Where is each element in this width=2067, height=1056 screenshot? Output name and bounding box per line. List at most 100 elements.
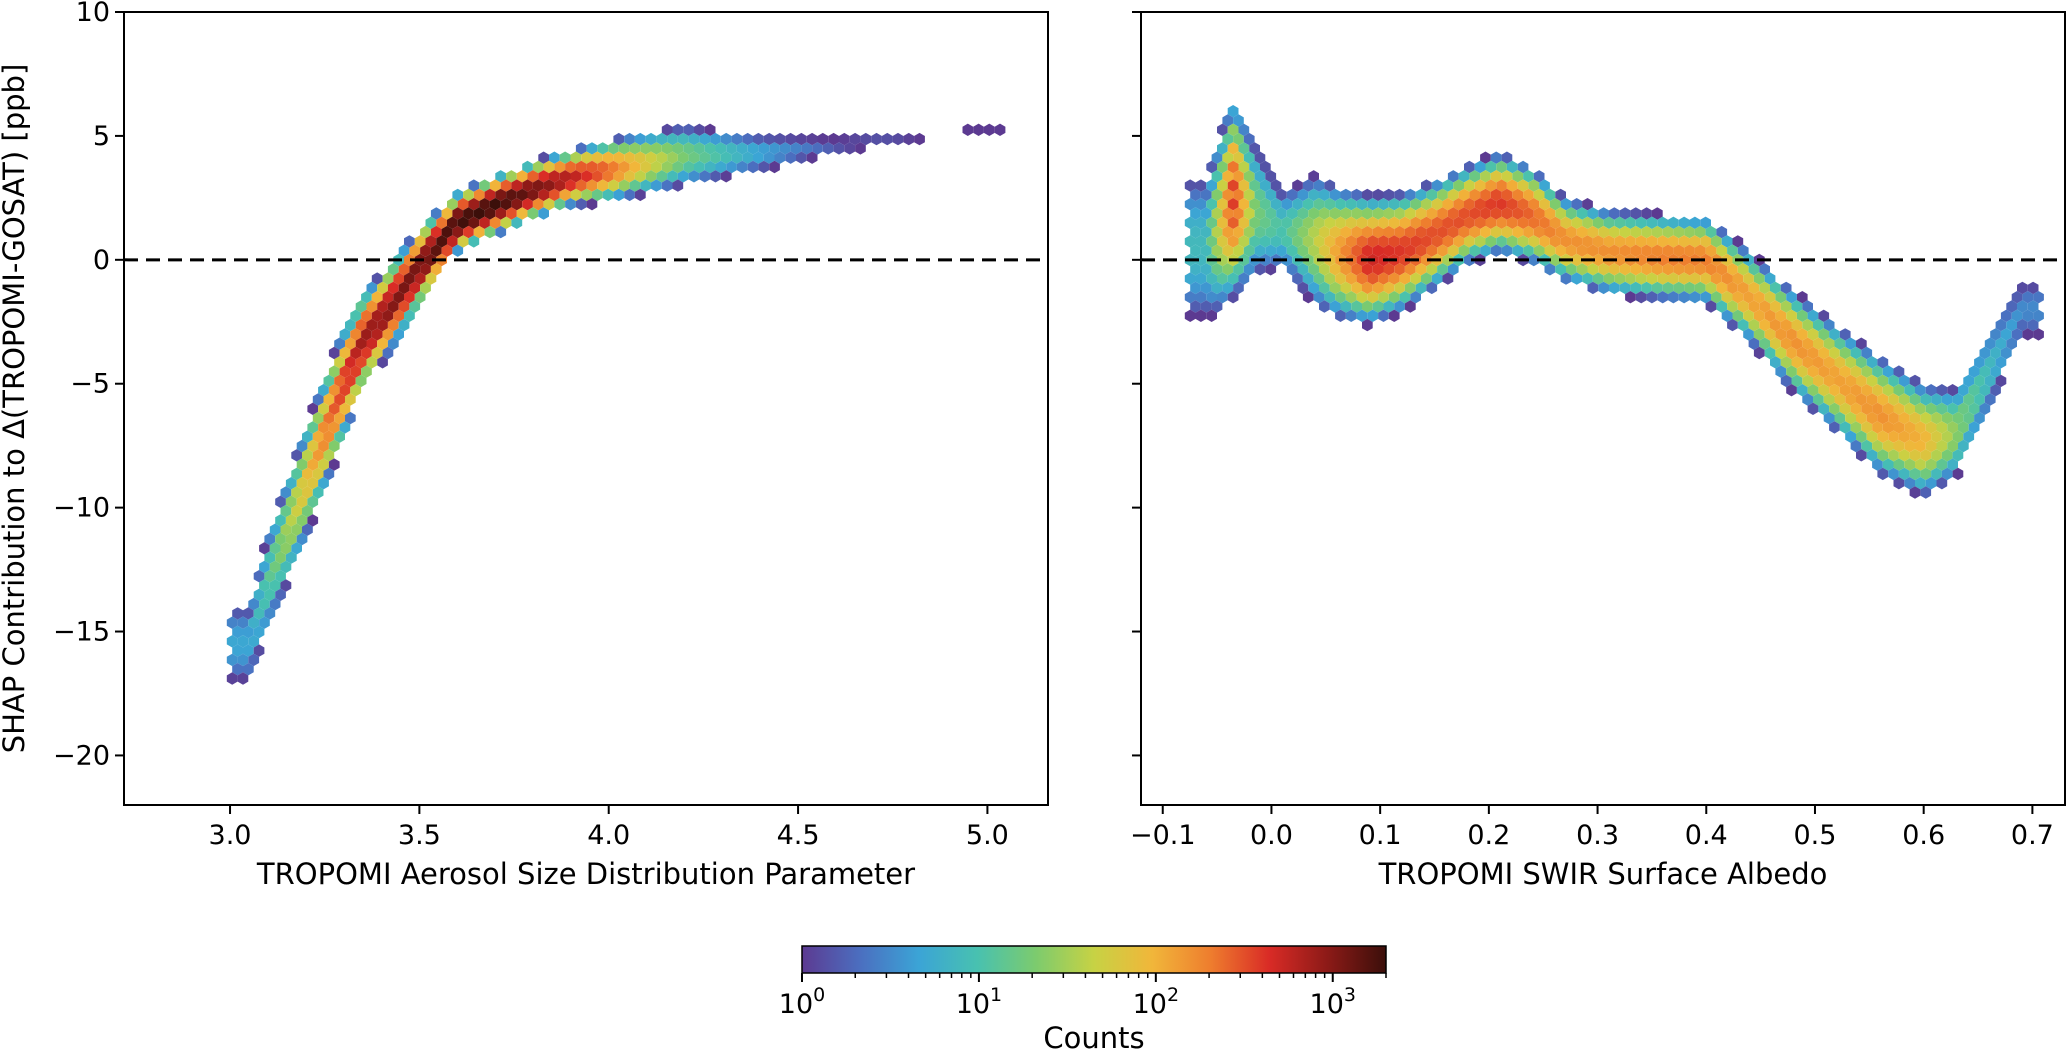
hexbin-cell <box>1775 309 1787 322</box>
hexbin-cell <box>1340 300 1352 313</box>
hexbin-cell <box>1362 263 1373 276</box>
hexbin-cell <box>1711 291 1722 304</box>
hexbin-cell <box>1877 467 1889 481</box>
hexbin-cell <box>312 449 324 462</box>
hexbin-cell <box>704 160 716 174</box>
hexbin-cell <box>1270 216 1282 229</box>
hexbin-cell <box>1184 272 1196 285</box>
hexbin-cell <box>1222 188 1234 202</box>
hexbin-cell <box>409 281 421 295</box>
hexbin-cell <box>1619 225 1631 239</box>
hexbin-cell <box>452 207 464 220</box>
hexbin-cell <box>1464 253 1475 267</box>
hexbin-cell <box>393 291 404 304</box>
hexbin-cell <box>1388 198 1400 211</box>
hexbin-cell <box>1990 384 2001 397</box>
hexbin-cell <box>1474 198 1486 211</box>
hexbin-cell <box>1979 402 1991 415</box>
hexbin-cell <box>1770 281 1781 295</box>
hexbin-cell <box>318 439 329 453</box>
hexbin-cell <box>1243 244 1255 257</box>
hexbin-cell <box>269 579 281 592</box>
hexbin-cell <box>1845 337 1856 350</box>
hexbin-cell <box>280 486 292 499</box>
hexbin-cell <box>549 151 560 164</box>
hexbin-cell <box>1362 244 1373 257</box>
hexbin-cell <box>264 588 276 601</box>
hexbin-cell <box>328 439 340 453</box>
hexbin-cell <box>532 179 544 192</box>
hexbin-cell <box>1727 244 1738 257</box>
hexbin-cell <box>1496 198 1507 211</box>
hexbin-cell <box>1410 198 1421 211</box>
hexbin-cell <box>1839 421 1851 434</box>
hexbin-cell <box>1512 170 1524 183</box>
hexbin-cell <box>1866 430 1878 443</box>
hexbin-cell <box>1990 365 2001 378</box>
hexbin-cell <box>1292 235 1303 248</box>
hexbin-cell <box>1963 411 1975 425</box>
hexbin-cell <box>479 179 490 192</box>
hexbin-cell <box>2006 300 2017 313</box>
hexbin-cell <box>1324 198 1336 211</box>
hexbin-cell <box>672 179 684 192</box>
hexbin-cell <box>1394 225 1405 239</box>
hexbin-cell <box>447 198 458 211</box>
hexbin-cell <box>1528 216 1540 229</box>
hexbin-cell <box>1807 309 1819 322</box>
hexbin-cell <box>1850 421 1862 434</box>
hexbin-cell <box>2033 309 2044 322</box>
hexbin-cell <box>1936 477 1948 490</box>
hexbin-cell <box>1925 458 1937 471</box>
hexbin-cell <box>414 235 426 248</box>
axes-frame <box>1140 11 2066 806</box>
hexbin-cell <box>962 123 974 136</box>
hexbin-cell <box>296 458 308 471</box>
hexbin-cell <box>710 151 721 164</box>
hexbin-cell <box>1888 411 1899 425</box>
hexbin-cell <box>2006 337 2017 350</box>
hexbin-cell <box>1356 309 1368 322</box>
hexbin-cell <box>296 532 308 546</box>
hexbin-cell <box>318 458 329 471</box>
hexbin-cell <box>339 328 351 341</box>
hexbin-cell <box>1184 235 1196 248</box>
hexbin-cell <box>1313 216 1325 229</box>
hexbin-cell <box>1329 300 1341 313</box>
hexbin-cell <box>1319 225 1330 239</box>
hexbin-cell <box>881 132 893 146</box>
hexbin-cell <box>1625 272 1636 285</box>
hexbin-cell <box>522 160 533 174</box>
hexbin-cell <box>452 244 464 257</box>
hexbin-cell <box>790 142 802 155</box>
hexbin-cell <box>318 421 329 434</box>
hexbin-cell <box>1506 216 1518 229</box>
hexbin-cell <box>1834 411 1846 425</box>
hexbin-cell <box>1619 281 1631 295</box>
hexbin-cell <box>323 430 335 443</box>
hexbin-cell <box>1184 309 1196 322</box>
hexbin-cell <box>1453 235 1464 248</box>
hexbin-cell <box>259 579 270 592</box>
hexbin-cell <box>1308 188 1319 202</box>
hexbin-cell <box>522 198 533 211</box>
hexbin-cell <box>629 160 641 174</box>
hexbin-cell <box>328 384 340 397</box>
hexbin-cell <box>1404 207 1416 220</box>
hexbin-cell <box>1383 188 1395 202</box>
hexbin-cell <box>1238 179 1250 192</box>
hexbin-cell <box>1238 253 1250 267</box>
hexbin-cell <box>1861 365 1873 378</box>
hexbin-cell <box>1211 263 1223 276</box>
hexbin-cell <box>1592 216 1604 229</box>
hexbin-cell <box>2000 309 2012 322</box>
hexbin-cell <box>1533 225 1545 239</box>
hexbin-cell <box>1544 188 1556 202</box>
hexbin-cell <box>302 486 313 499</box>
hexbin-cell <box>688 132 700 146</box>
hexbin-cell <box>318 402 329 415</box>
hexbin-cell <box>495 188 507 202</box>
hexbin-cell <box>629 142 641 155</box>
hexbin-cell <box>1984 393 1996 406</box>
hexbin-cell <box>1437 263 1448 276</box>
